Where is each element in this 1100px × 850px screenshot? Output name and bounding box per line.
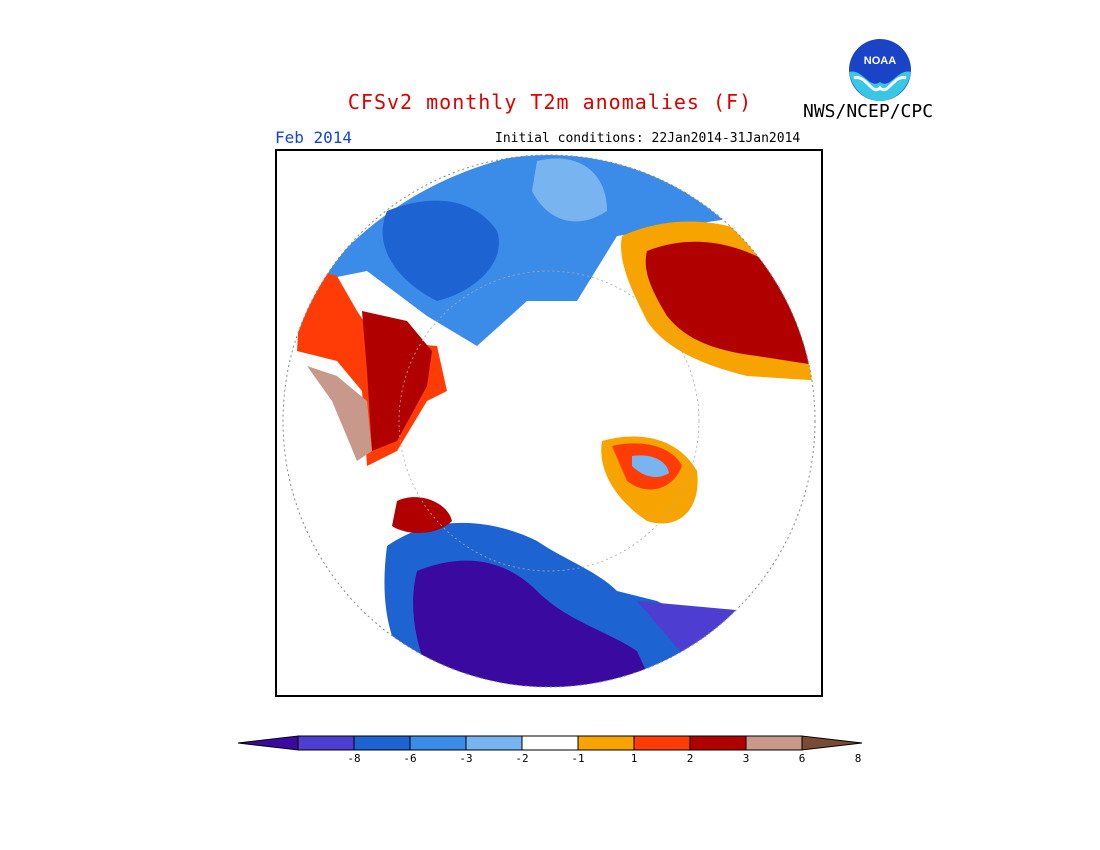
colorbar-tick-label: -8 [347,752,361,765]
colorbar-tick-label: 3 [742,752,750,765]
map-frame [275,149,823,697]
chart-title: CFSv2 monthly T2m anomalies (F) [347,90,753,114]
colorbar-segment [577,735,635,751]
agency-label: NWS/NCEP/CPC [803,101,934,122]
colorbar-segment [465,735,523,751]
colorbar-arrow-low [238,735,299,751]
warm-alaska-core [362,311,432,451]
colorbar-segment [689,735,747,751]
noaa-logo: NOAA [849,39,911,101]
initial-conditions: Initial conditions: 22Jan2014-31Jan2014 [495,131,801,146]
colorbar-segment [409,735,467,751]
colorbar-segment [297,735,355,751]
warm-alaska-extreme [307,366,372,461]
colorbar-tick-label: -2 [515,752,529,765]
forecast-month: Feb 2014 [275,128,353,147]
cold-north-america-core [413,560,657,687]
colorbar-segment [745,735,803,751]
colorbar-segment [521,735,579,751]
colorbar-tick-label: -1 [571,752,585,765]
strong-cold-siberia [382,200,499,301]
colorbar-segment [353,735,411,751]
polar-map [282,154,816,688]
colorbar-tick-label: 1 [630,752,638,765]
logo-text: NOAA [864,55,896,67]
colorbar [238,735,863,751]
colorbar-tick-label: -3 [459,752,473,765]
colorbar-segment [633,735,691,751]
colorbar-tick-label: 6 [798,752,806,765]
cold-anomaly-asia [317,155,747,346]
cold-greenland-interior [632,455,669,477]
colorbar-tick-label: 8 [854,752,862,765]
colorbar-arrow-high [801,735,863,751]
colorbar-tick-label: -6 [403,752,417,765]
moderate-cold-asia [532,158,607,222]
colorbar-tick-label: 2 [686,752,694,765]
warm-western-canada [392,497,452,533]
